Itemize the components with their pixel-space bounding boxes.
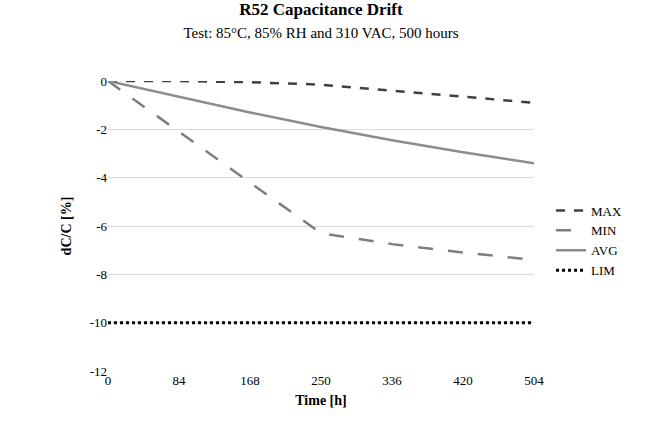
svg-text:Time [h]: Time [h] [295,393,346,408]
svg-text:dC/C [%]: dC/C [%] [59,197,74,256]
svg-text:250: 250 [311,373,331,388]
svg-text:504: 504 [524,373,544,388]
svg-text:MAX: MAX [591,204,622,219]
svg-text:0: 0 [101,74,108,89]
svg-text:-2: -2 [96,122,107,137]
svg-text:MIN: MIN [591,223,617,238]
svg-text:168: 168 [240,373,260,388]
svg-text:84: 84 [173,373,187,388]
svg-text:0: 0 [105,373,112,388]
svg-text:R52 Capacitance DriftTest: 85°: R52 Capacitance DriftTest: 85°C, 85% RH … [183,0,458,40]
svg-text:-6: -6 [96,219,107,234]
svg-text:-4: -4 [96,170,107,185]
svg-text:-10: -10 [90,315,107,330]
svg-text:336: 336 [382,373,402,388]
svg-text:-8: -8 [96,267,107,282]
svg-text:420: 420 [453,373,473,388]
svg-text:LIM: LIM [591,263,615,278]
svg-text:AVG: AVG [591,243,618,258]
svg-text:-12: -12 [90,364,107,379]
